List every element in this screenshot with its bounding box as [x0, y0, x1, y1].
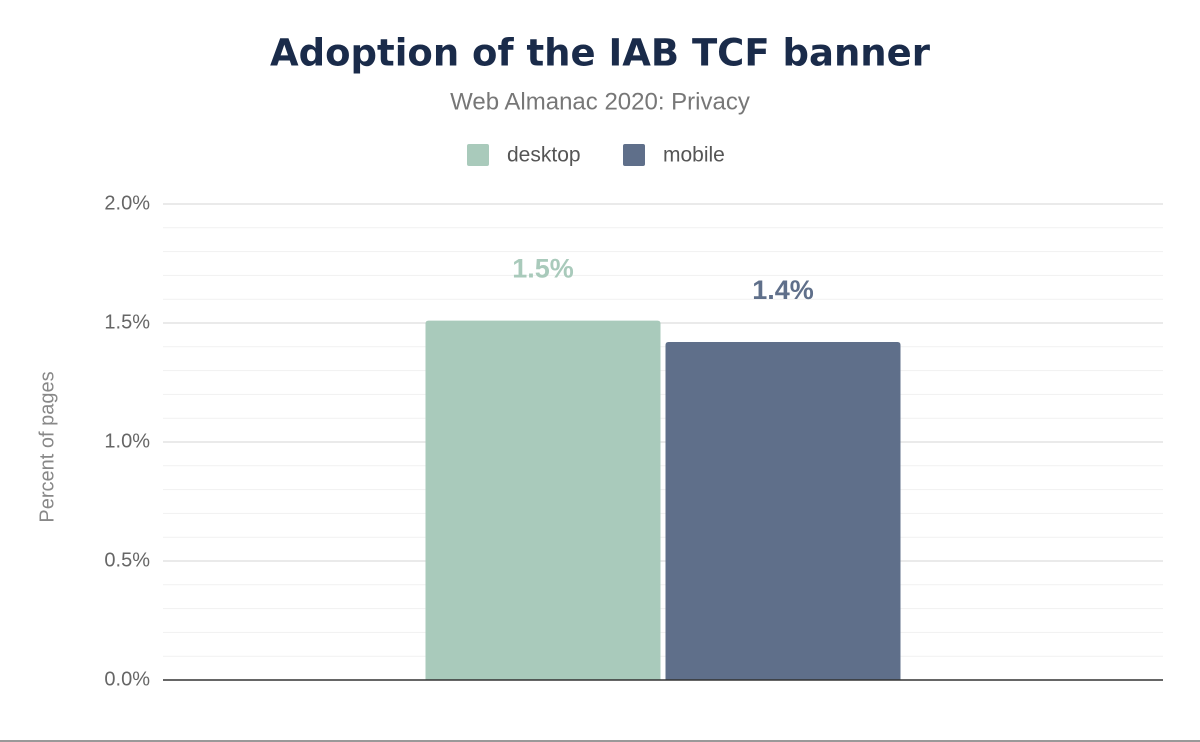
bar — [665, 342, 901, 680]
value-label: 1.5% — [512, 254, 574, 284]
y-tick-label: 0.0% — [104, 668, 150, 690]
legend-swatch — [467, 144, 489, 166]
value-label: 1.4% — [752, 275, 814, 305]
chart-title: Adoption of the IAB TCF banner — [270, 32, 931, 75]
legend-label: desktop — [507, 144, 581, 167]
legend-swatch — [623, 144, 645, 166]
y-tick-label: 1.5% — [104, 311, 150, 333]
y-tick-label: 0.5% — [104, 549, 150, 571]
y-tick-label: 2.0% — [104, 192, 150, 214]
chart-subtitle: Web Almanac 2020: Privacy — [450, 88, 750, 115]
legend-label: mobile — [663, 144, 725, 167]
y-axis-title: Percent of pages — [36, 371, 58, 522]
y-tick-label: 1.0% — [104, 430, 150, 452]
bar — [425, 320, 661, 680]
